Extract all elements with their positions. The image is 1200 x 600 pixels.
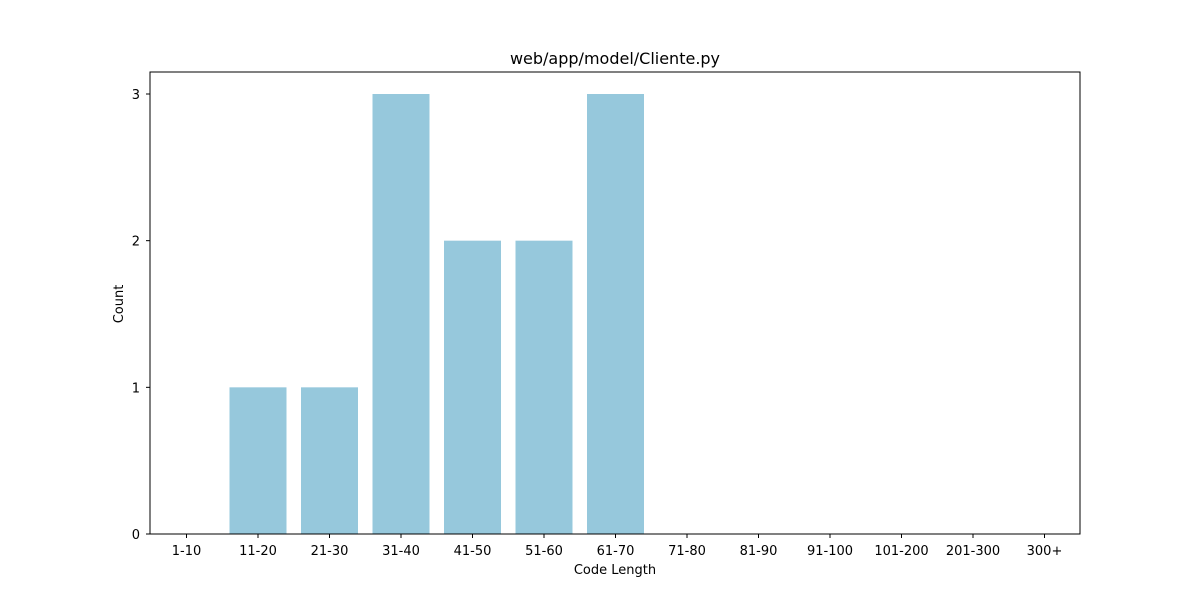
y-axis-label: Count	[112, 285, 127, 324]
x-tick-label: 81-90	[740, 544, 778, 559]
x-tick-label: 101-200	[874, 544, 928, 559]
x-tick-label: 201-300	[946, 544, 1000, 559]
x-tick-label: 51-60	[525, 544, 563, 559]
bar-31-40	[372, 94, 430, 534]
y-ticks: 0 1 2 3	[132, 88, 150, 543]
y-tick-label: 0	[132, 528, 140, 543]
x-tick-label: 21-30	[311, 544, 349, 559]
x-tick-label: 31-40	[382, 544, 420, 559]
x-tick-label: 300+	[1027, 544, 1063, 559]
bar-51-60	[515, 240, 573, 534]
bar-41-50	[444, 240, 501, 534]
x-tick-label: 11-20	[239, 544, 277, 559]
bar-61-70	[587, 94, 644, 534]
y-tick-label: 2	[132, 235, 140, 250]
chart-title: web/app/model/Cliente.py	[510, 49, 720, 68]
bar-21-30	[301, 387, 358, 534]
x-tick-label: 1-10	[172, 544, 202, 559]
x-tick-label: 71-80	[668, 544, 706, 559]
x-tick-label: 91-100	[807, 544, 853, 559]
y-tick-label: 3	[132, 88, 140, 103]
x-ticks: 1-10 11-20 21-30 31-40 41-50 51-60 61-70 71-80 8…	[172, 534, 1063, 559]
x-axis-label: Code Length	[574, 563, 656, 578]
y-tick-label: 1	[132, 381, 140, 396]
bar-11-20	[229, 387, 287, 534]
bars	[229, 94, 644, 534]
x-tick-label: 61-70	[597, 544, 635, 559]
x-tick-label: 41-50	[454, 544, 492, 559]
